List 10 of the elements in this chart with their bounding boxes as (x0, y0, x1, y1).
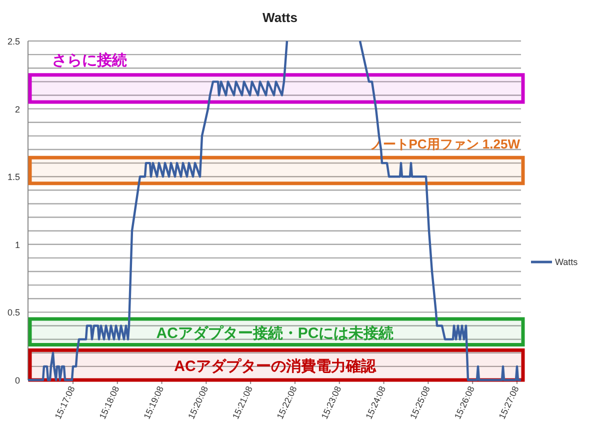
legend-label: Watts (555, 257, 578, 267)
y-tick-label: 1 (14, 240, 20, 250)
chart-title: Watts (262, 10, 298, 25)
y-tick-label: 1.5 (7, 172, 20, 182)
y-tick-label: 0.5 (7, 308, 20, 318)
band-label: ACアダプター接続・PCには未接続 (156, 324, 394, 342)
y-tick-label: 2 (14, 104, 20, 114)
y-tick-label: 2.5 (7, 36, 20, 46)
y-tick-label: 0 (14, 376, 20, 386)
band-label: さらに接続 (52, 52, 127, 69)
